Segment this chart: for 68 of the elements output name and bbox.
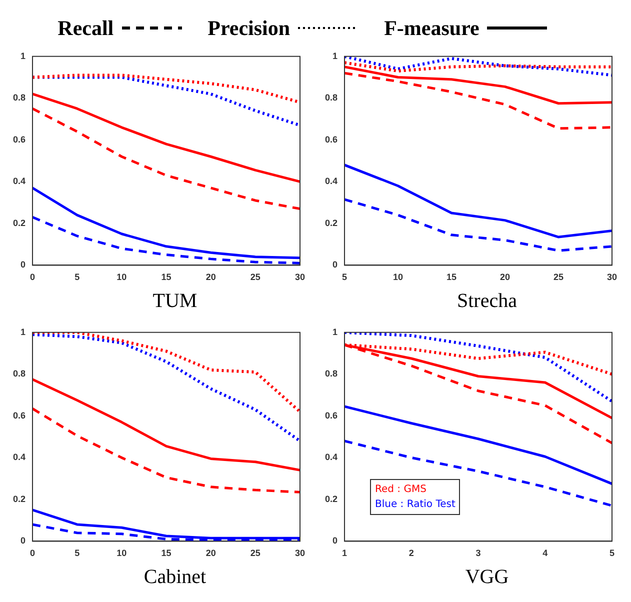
x-tick-label: 0	[30, 272, 36, 282]
line-series	[32, 76, 300, 127]
y-tick-label: 0.4	[324, 176, 338, 186]
y-tick-label: 0.4	[12, 452, 26, 462]
text: Recall	[58, 16, 114, 40]
x-tick-label: 20	[206, 272, 216, 282]
line-series	[32, 107, 300, 210]
text: F-measure	[384, 16, 480, 40]
annotation: Red : GMS	[375, 483, 428, 497]
x-tick-label: 15	[446, 272, 457, 282]
x-tick-label: 5	[74, 548, 80, 558]
y-tick-label: 0.4	[12, 176, 26, 186]
line-series	[344, 440, 612, 507]
x-tick-label: 25	[250, 272, 260, 282]
text: VGG	[464, 566, 510, 589]
text: Strecha	[456, 290, 518, 313]
y-tick-label: 0.2	[12, 494, 26, 504]
x-tick-label: 15	[161, 272, 172, 282]
y-tick-label: 0.6	[12, 410, 26, 420]
x-tick-label: 30	[294, 272, 306, 282]
y-tick-label: 0.6	[324, 134, 338, 144]
line-series	[32, 74, 300, 104]
line-series	[32, 332, 300, 414]
y-tick-label: 0	[332, 260, 338, 270]
y-tick-label: 0.6	[12, 134, 26, 144]
x-tick-label: 5	[609, 548, 615, 558]
y-tick-label: 0.4	[324, 452, 338, 462]
x-tick-label: 5	[74, 272, 80, 282]
y-tick-label: 1	[20, 50, 26, 61]
x-tick-label: 10	[393, 272, 404, 282]
y-tick-label: 1	[332, 326, 338, 337]
text: Cabinet	[142, 566, 208, 589]
y-tick-label: 0.8	[12, 92, 26, 103]
y-tick-label: 0	[20, 260, 26, 270]
x-tick-label: 0	[30, 548, 36, 558]
x-tick-label: 3	[476, 548, 481, 558]
line-series	[344, 56, 612, 77]
x-tick-label: 20	[500, 272, 510, 282]
annotation: Blue : Ratio Test	[375, 498, 456, 512]
x-tick-label: 30	[294, 548, 306, 558]
line-series	[32, 216, 300, 264]
y-tick-label: 1	[20, 326, 26, 337]
line-series	[344, 198, 612, 252]
y-tick-label: 0.8	[324, 368, 338, 379]
x-tick-label: 10	[116, 548, 127, 558]
x-tick-label: 25	[553, 272, 564, 282]
y-tick-label: 0.2	[324, 218, 338, 228]
y-tick-label: 0	[332, 536, 338, 546]
x-tick-label: 1	[342, 548, 348, 558]
line-series	[32, 332, 300, 442]
text: Precision	[208, 16, 290, 40]
y-tick-label: 0.2	[12, 218, 26, 228]
y-tick-label: 0.2	[324, 494, 338, 504]
x-tick-label: 25	[250, 548, 260, 558]
x-tick-label: 2	[408, 548, 414, 558]
x-tick-label: 4	[542, 548, 548, 558]
x-tick-label: 10	[116, 272, 127, 282]
x-tick-label: 5	[342, 272, 348, 282]
x-tick-label: 30	[606, 272, 618, 282]
y-tick-label: 0	[20, 536, 26, 546]
text: TUM	[152, 290, 198, 313]
x-tick-label: 20	[206, 548, 216, 558]
y-tick-label: 0.6	[324, 410, 338, 420]
y-tick-label: 1	[332, 50, 338, 61]
y-tick-label: 0.8	[12, 368, 26, 379]
line-series	[32, 407, 300, 494]
y-tick-label: 0.8	[324, 92, 338, 103]
x-tick-label: 15	[161, 548, 172, 558]
